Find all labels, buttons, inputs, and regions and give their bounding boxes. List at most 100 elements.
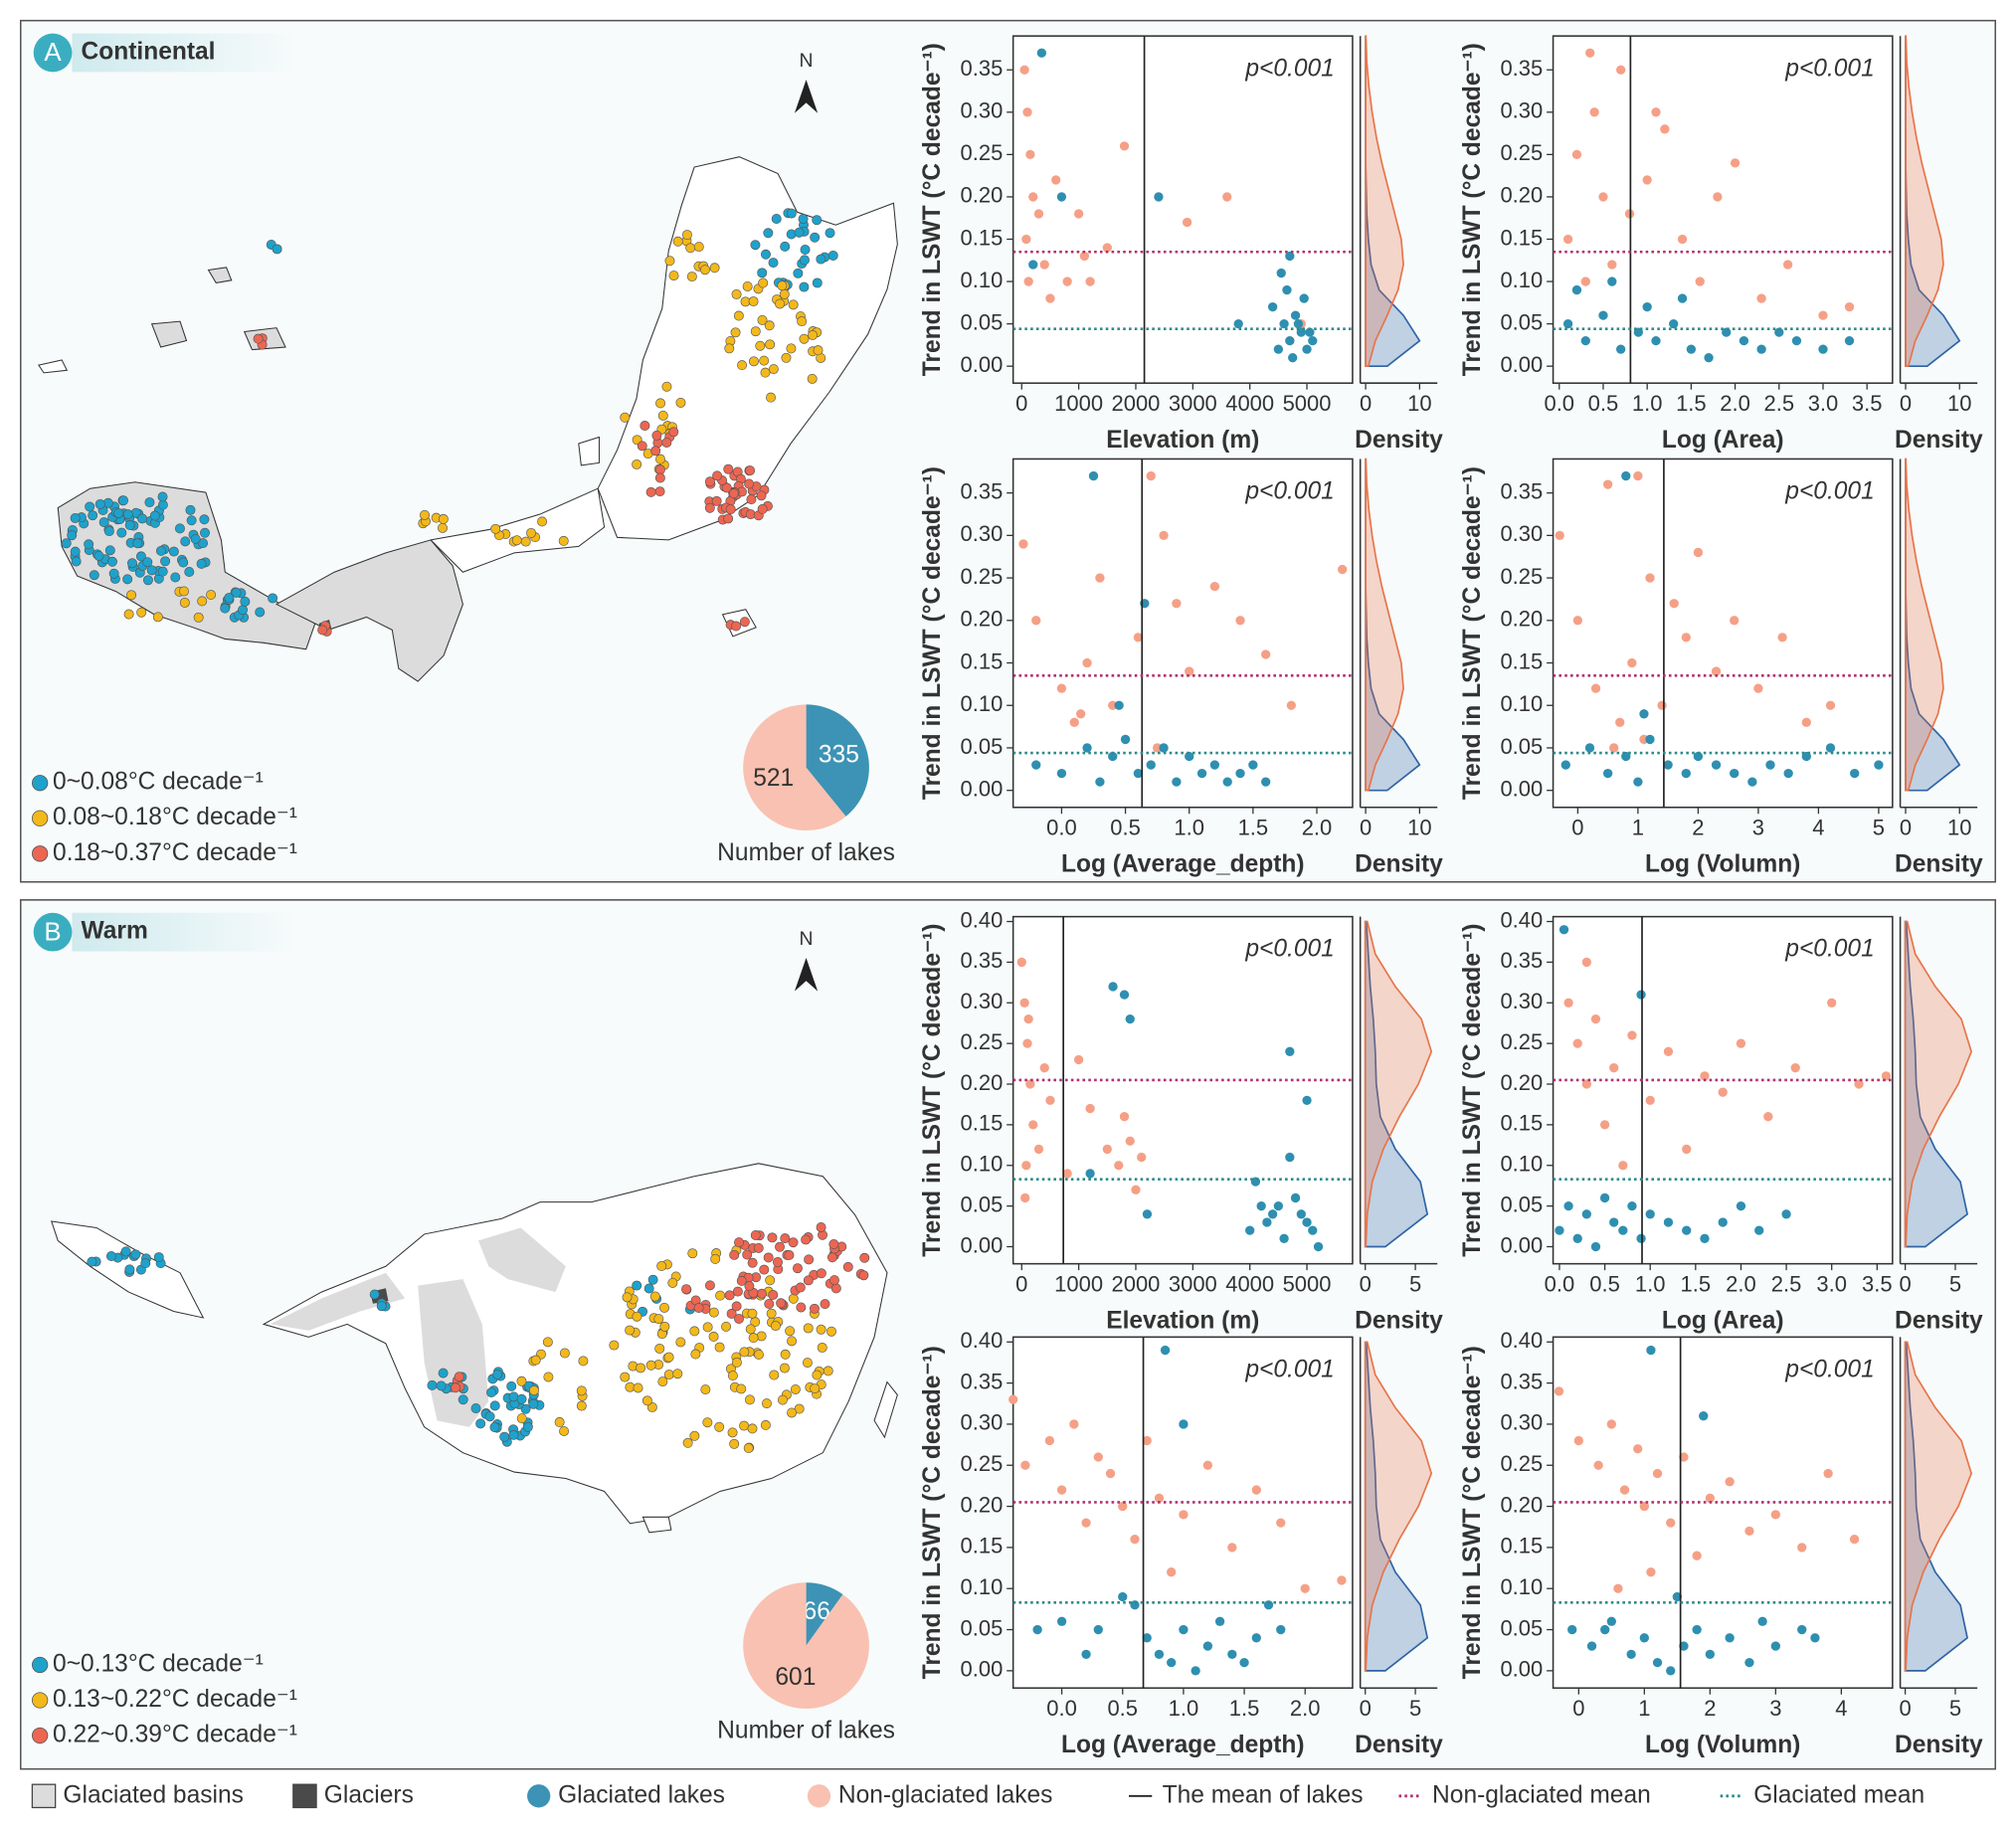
panel-title: Warm (82, 918, 148, 945)
lake-point (1651, 335, 1661, 346)
lake-dot (823, 1366, 833, 1376)
lake-point (1167, 1567, 1177, 1577)
lake-point (1563, 1200, 1573, 1211)
lake-dot (196, 558, 207, 569)
lake-point (1602, 768, 1613, 779)
lake-dot (689, 1430, 700, 1441)
y-tick-label: 0.25 (1500, 140, 1543, 165)
legend-label: Non-glaciated lakes (838, 1781, 1053, 1808)
lake-dot (122, 574, 133, 585)
lake-point (1290, 1192, 1301, 1203)
lake-point (1079, 251, 1090, 262)
y-tick-label: 0.35 (961, 948, 1004, 973)
y-tick-label: 0.05 (961, 309, 1004, 334)
lake-point (1725, 1633, 1735, 1643)
lake-point (1102, 243, 1112, 253)
lake-dot (142, 557, 153, 568)
lake-point (1682, 1144, 1692, 1155)
lake-dot (93, 550, 104, 561)
lake-dot (675, 1337, 686, 1348)
lake-dot (661, 437, 672, 448)
lake-point (1159, 743, 1169, 753)
lake-point (1056, 768, 1067, 779)
lake-dot (702, 1322, 713, 1333)
maps (38, 80, 898, 1534)
lake-dot (685, 243, 696, 254)
lake-dot (438, 1368, 449, 1378)
lake-dot (769, 1370, 780, 1380)
lake-dot (272, 244, 282, 255)
lake-point (1018, 539, 1028, 549)
lake-point (1783, 768, 1793, 779)
map-legend-swatch (32, 1692, 49, 1709)
lake-point (1114, 1161, 1124, 1171)
density-tick-label: 10 (1407, 391, 1431, 416)
lake-dot (420, 509, 430, 520)
lake-dot (816, 1324, 826, 1335)
x-tick-label: 2.0 (1302, 816, 1333, 840)
lake-point (1600, 1624, 1610, 1635)
lake-point (1235, 768, 1245, 779)
legend-label: Glaciers (324, 1781, 414, 1808)
lake-dot (808, 329, 819, 340)
lake-point (1105, 1468, 1116, 1479)
lake-point (1302, 1095, 1312, 1106)
lake-point (1850, 768, 1860, 779)
lake-dot (813, 345, 824, 356)
lake-point (1131, 1185, 1141, 1194)
lake-point (1818, 344, 1828, 354)
lake-point (1580, 335, 1590, 346)
density-tick-label: 5 (1949, 1696, 1961, 1721)
plot-frame (1011, 915, 1354, 1265)
lake-point (1562, 234, 1573, 245)
lake-dot (530, 1355, 541, 1366)
legend-label: Glaciated basins (63, 1781, 243, 1808)
lake-dot (711, 495, 722, 506)
lake-point (1285, 1152, 1295, 1163)
density-tick-label: 0 (1900, 816, 1912, 840)
lake-point (1142, 1435, 1152, 1446)
north-label: N (800, 928, 814, 950)
lake-dot (739, 1420, 750, 1431)
y-tick-label: 0.25 (961, 140, 1004, 165)
lake-point (1797, 1543, 1807, 1553)
lake-dot (816, 1221, 826, 1232)
lake-point (1227, 1649, 1237, 1659)
lake-dot (842, 1261, 853, 1272)
lake-dot (736, 1383, 747, 1394)
lake-point (1609, 1217, 1619, 1227)
lake-dot (668, 271, 679, 281)
lake-point (1757, 1616, 1767, 1626)
lake-point (1718, 1217, 1728, 1227)
lake-dot (768, 1289, 779, 1300)
lake-dot (803, 1323, 814, 1334)
lake-dot (757, 314, 768, 325)
lake-dot (632, 1311, 642, 1322)
lake-dot (775, 298, 786, 309)
x-tick-label: 0.0 (1544, 391, 1574, 416)
p-value: p<0.001 (1244, 55, 1334, 82)
lake-dot (522, 1421, 533, 1432)
lake-point (1191, 1666, 1200, 1676)
lake-point (1844, 335, 1855, 346)
lake-dot (727, 1427, 738, 1438)
lake-point (1621, 470, 1631, 481)
x-tick-label: 2.0 (1290, 1696, 1321, 1721)
density-tick-label: 5 (1409, 1271, 1421, 1296)
x-tick-label: 0.0 (1046, 1696, 1077, 1721)
x-tick-label: 2.5 (1771, 1271, 1802, 1296)
y-tick-label: 0.35 (961, 56, 1004, 81)
lake-point (1146, 470, 1156, 481)
lake-dot (475, 1418, 486, 1429)
lake-dot (744, 1394, 755, 1405)
lake-point (1337, 1575, 1347, 1585)
plot-frame (1552, 458, 1894, 809)
x-tick-label: 1.5 (1238, 816, 1269, 840)
lake-dot (730, 327, 741, 338)
lake-dot (761, 249, 771, 260)
lake-point (1261, 777, 1271, 787)
lake-dot (763, 1252, 774, 1263)
lake-dot (771, 214, 782, 224)
lake-dot (795, 1282, 806, 1293)
lake-dot (804, 1254, 815, 1265)
